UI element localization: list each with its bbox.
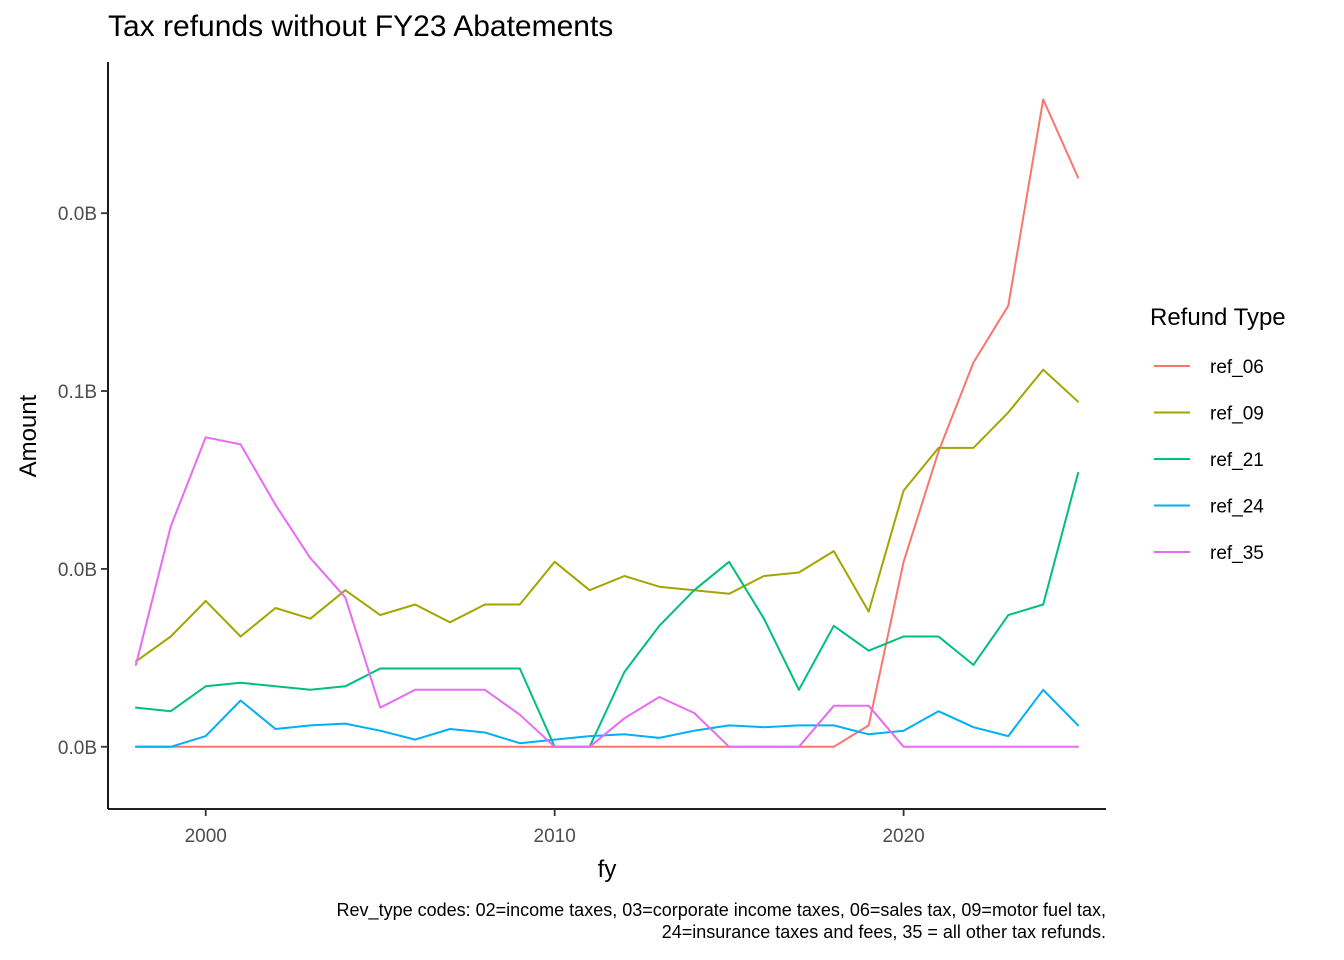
series-line-ref_09 (134, 368, 1080, 663)
caption-line-2: 24=insurance taxes and fees, 35 = all ot… (661, 922, 1106, 942)
y-tick-label: 0.0B (58, 560, 97, 581)
y-ticks: 0.0B 0.0B 0.1B 0.0B (58, 204, 108, 759)
legend-label: ref_09 (1210, 404, 1264, 425)
legend-item-ref_21: ref_21 (1154, 450, 1264, 471)
legend: Refund Type ref_06 ref_09 ref_21 ref_24 ref_… (1150, 304, 1286, 564)
x-tick-label: 2020 (882, 826, 924, 847)
y-tick-label: 0.0B (58, 204, 97, 225)
x-tick-label: 2000 (185, 826, 227, 847)
y-axis-title: Amount (15, 394, 42, 477)
chart-title: Tax refunds without FY23 Abatements (108, 10, 614, 43)
y-tick-label: 0.1B (58, 382, 97, 403)
legend-item-ref_35: ref_35 (1154, 543, 1264, 564)
legend-label: ref_35 (1210, 543, 1264, 564)
y-tick-label: 0.0B (58, 738, 97, 759)
legend-item-ref_09: ref_09 (1154, 404, 1264, 425)
x-tick-label: 2010 (534, 826, 576, 847)
legend-label: ref_24 (1210, 497, 1264, 518)
legend-item-ref_24: ref_24 (1154, 497, 1264, 518)
legend-title: Refund Type (1150, 304, 1286, 331)
legend-label: ref_21 (1210, 450, 1264, 471)
series-line-ref_06 (134, 98, 1080, 748)
caption: Rev_type codes: 02=income taxes, 03=corp… (337, 899, 1106, 943)
legend-label: ref_06 (1210, 357, 1264, 378)
caption-line-1: Rev_type codes: 02=income taxes, 03=corp… (336, 900, 1106, 920)
series-line-ref_35 (134, 436, 1080, 748)
series-lines (134, 98, 1080, 748)
series-line-ref_21 (134, 471, 1080, 748)
axes (107, 62, 1106, 810)
x-ticks: 2000 2010 2020 (185, 809, 925, 847)
x-axis-title: fy (598, 856, 617, 883)
series-line-ref_24 (134, 688, 1080, 748)
legend-item-ref_06: ref_06 (1154, 357, 1264, 378)
